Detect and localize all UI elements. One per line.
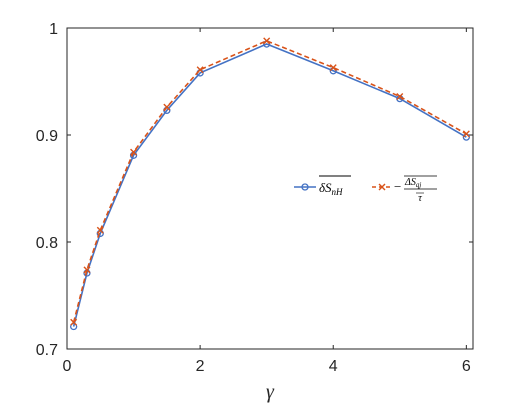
series-2-point	[163, 103, 171, 111]
legend-item-series-2: − ΔSqj τ	[372, 175, 437, 204]
series-1-point	[70, 322, 78, 331]
y-axis: 0.7 0.8 0.9 1	[36, 21, 473, 359]
x-tick-label: 2	[196, 358, 205, 375]
x-axis: 0 2 4 6	[63, 28, 471, 375]
series-1-line	[72, 43, 467, 327]
legend-marker-series-2	[378, 183, 386, 191]
legend: δSnH − ΔSqj τ	[294, 175, 437, 204]
series-2-line	[72, 39, 467, 323]
series-2-point	[96, 226, 104, 234]
legend-denominator-series-2: τ	[418, 193, 422, 204]
series-2-point	[329, 64, 337, 72]
y-tick-label: 0.9	[36, 128, 58, 145]
series-2-point	[130, 148, 138, 156]
series-2-point	[396, 92, 404, 100]
legend-item-series-1: δSnH	[294, 175, 351, 197]
x-tick-label: 6	[462, 358, 471, 375]
series-2-point	[462, 130, 470, 138]
series-2-point	[263, 37, 271, 45]
y-tick-label: 0.7	[36, 342, 58, 359]
legend-minus-sign: −	[394, 179, 401, 194]
x-tick-label: 4	[329, 358, 338, 375]
legend-label-series-1: δSnH	[319, 180, 343, 197]
x-axis-label: γ	[266, 381, 275, 403]
legend-numerator-series-2: ΔSqj	[404, 177, 421, 189]
series-2	[70, 37, 470, 326]
plot-area	[66, 27, 474, 350]
series-2-point	[70, 318, 78, 326]
x-tick-label: 0	[63, 358, 72, 375]
legend-marker-series-1	[301, 183, 309, 191]
y-tick-label: 0.8	[36, 235, 58, 252]
y-tick-label: 1	[49, 21, 58, 38]
series-2-point	[196, 66, 204, 74]
series-2-point	[83, 266, 91, 274]
series-layer	[70, 37, 470, 331]
